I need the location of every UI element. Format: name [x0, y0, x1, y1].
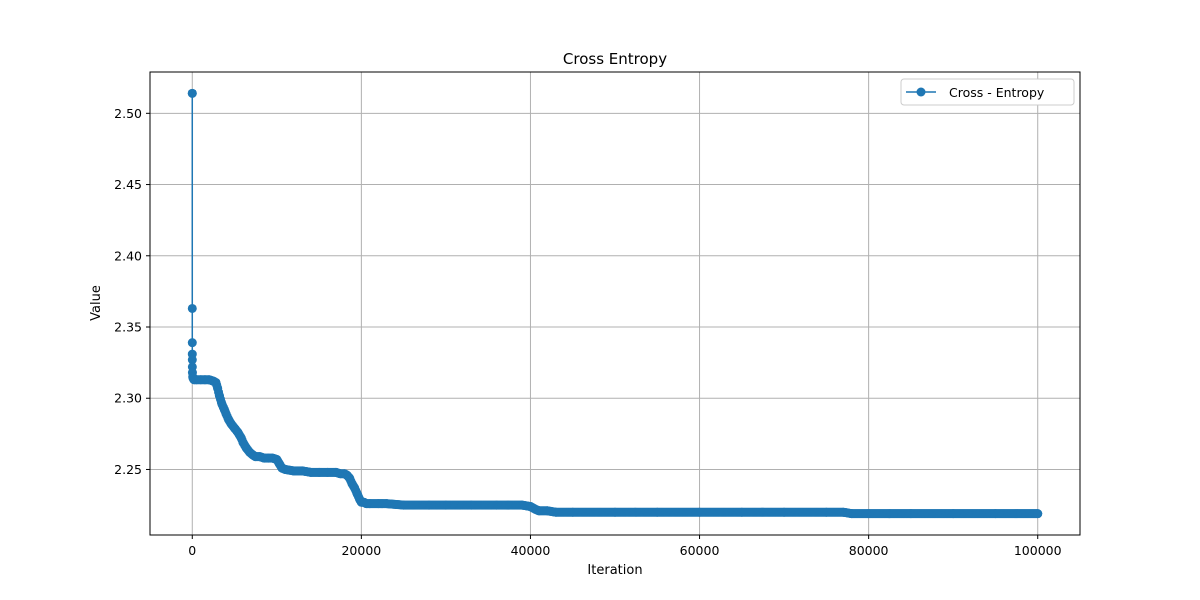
data-point: [187, 355, 197, 365]
legend-box: [900, 78, 1075, 106]
grid-lines: [150, 72, 1080, 535]
x-tick-label: 100000: [1014, 543, 1062, 558]
data-point: [187, 88, 197, 98]
x-axis: 0 20000 40000 60000 80000 100000: [188, 535, 1062, 558]
y-tick-label: 2.35: [114, 320, 142, 335]
x-tick-label: 80000: [849, 543, 889, 558]
y-tick-label: 2.50: [114, 106, 142, 121]
x-axis-label: Iteration: [587, 563, 642, 578]
y-tick-label: 2.30: [114, 391, 142, 406]
series-cross-entropy: [187, 88, 1043, 519]
y-tick-label: 2.25: [114, 462, 142, 477]
legend-point-marker: [916, 87, 926, 97]
y-tick-label: 2.45: [114, 177, 142, 192]
data-point: [1033, 509, 1043, 519]
legend-label: Cross - Entropy: [949, 85, 1045, 100]
x-tick-label: 0: [188, 543, 196, 558]
x-tick-label: 60000: [680, 543, 720, 558]
y-axis-label: Value: [89, 285, 104, 321]
y-axis: 2.25 2.30 2.35 2.40 2.45 2.50: [114, 106, 150, 477]
chart-title: Cross Entropy: [563, 50, 667, 68]
plot-frame: [149, 71, 1081, 536]
y-tick-label: 2.40: [114, 248, 142, 263]
data-point: [187, 338, 197, 348]
x-tick-label: 20000: [341, 543, 381, 558]
legend: Cross - Entropy: [900, 78, 1075, 106]
data-point: [187, 303, 197, 313]
series-line: [191, 93, 1038, 515]
x-tick-label: 40000: [511, 543, 551, 558]
